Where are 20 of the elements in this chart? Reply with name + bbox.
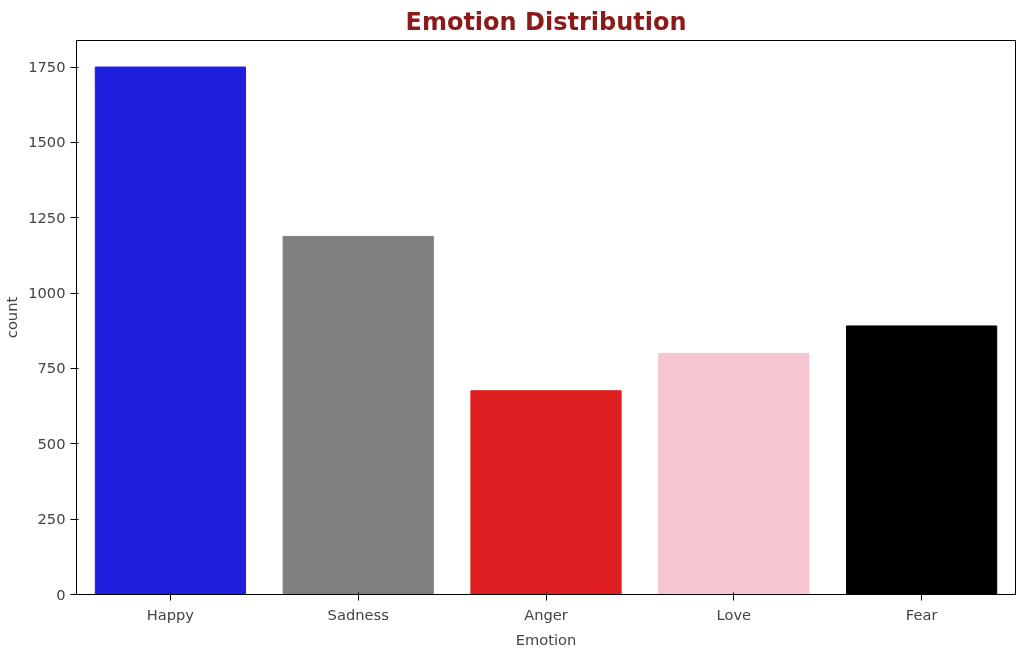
x-axis-title: Emotion: [515, 630, 577, 648]
y-tick-label: 1250: [28, 208, 66, 226]
y-tick-label: 250: [37, 510, 66, 528]
x-tick-label: Love: [716, 605, 752, 623]
chart-title: Emotion Distribution: [405, 7, 687, 36]
y-tick-label: 0: [56, 585, 66, 603]
x-tick-label: Happy: [146, 605, 195, 623]
y-tick-label: 1750: [28, 58, 66, 76]
y-tick-label: 1000: [28, 284, 66, 302]
bar: [470, 390, 622, 595]
bar: [658, 352, 810, 595]
y-tick-label: 750: [37, 359, 66, 377]
y-axis-title: count: [3, 296, 21, 339]
y-tick-label: 1500: [28, 133, 66, 151]
x-tick-label: Sadness: [327, 605, 389, 623]
bar: [94, 66, 247, 595]
bar: [282, 235, 434, 595]
x-tick-label: Anger: [524, 605, 569, 623]
y-tick-label: 500: [37, 434, 66, 452]
x-tick-label: Fear: [905, 605, 939, 623]
